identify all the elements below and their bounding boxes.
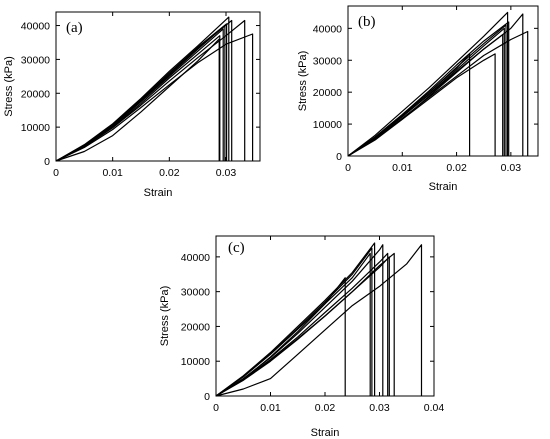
y-axis-label: Stress (kPa): [297, 51, 309, 112]
plot-frame: [347, 5, 539, 157]
x-tick-label: 0.03: [501, 162, 522, 174]
y-tick-label: 0: [44, 156, 50, 168]
plot-frame: [55, 11, 261, 162]
x-axis-label: Strain: [429, 181, 458, 193]
y-tick-label: 30000: [21, 54, 50, 66]
x-tick-label: 0.03: [216, 167, 237, 179]
x-tick-label: 0.01: [260, 402, 281, 414]
series-line-3: [347, 24, 507, 157]
y-tick-label: 10000: [21, 122, 50, 134]
x-axis-label: Strain: [311, 427, 340, 439]
y-axis-label: Stress (kPa): [159, 286, 171, 347]
x-tick-label: 0.02: [446, 162, 467, 174]
series-line-3: [55, 23, 228, 162]
x-tick-label: 0: [53, 167, 59, 179]
y-tick-label: 0: [336, 151, 342, 163]
x-tick-label: 0.01: [102, 167, 123, 179]
series-line-7: [55, 19, 246, 162]
x-tick-label: 0.01: [392, 162, 413, 174]
y-axis-label: Stress (kPa): [3, 56, 15, 117]
x-tick-label: 0: [345, 162, 351, 174]
y-tick-label: 40000: [181, 252, 210, 264]
series-line-9: [55, 38, 220, 162]
x-tick-label: 0.02: [159, 167, 180, 179]
y-tick-label: 30000: [181, 287, 210, 299]
x-tick-label: 0.04: [424, 402, 445, 414]
series-line-1: [55, 16, 230, 162]
y-tick-label: 20000: [313, 87, 342, 99]
series-line-6: [55, 35, 221, 162]
y-tick-label: 20000: [21, 88, 50, 100]
chart-panel-c: 0 0.01 0.02 0.03 0.04 0 10000 20000 30000 40000 St…: [159, 235, 445, 439]
x-tick-label: 0.03: [369, 402, 390, 414]
series-line-2: [215, 247, 373, 397]
chart-panel-a: 0 0.01 0.02 0.03 0 10000 20000 30000 40000 Strain…: [3, 11, 261, 199]
series-line-5: [215, 252, 389, 397]
y-tick-label: 10000: [181, 356, 210, 368]
series-line-8: [215, 277, 346, 397]
y-tick-label: 0: [204, 391, 210, 403]
series-line-3: [215, 252, 371, 397]
panel-label: (a): [66, 20, 83, 36]
y-tick-label: 30000: [313, 55, 342, 67]
panel-label: (b): [358, 14, 376, 30]
y-tick-label: 10000: [313, 119, 342, 131]
series-line-5: [347, 13, 524, 157]
series-line-9: [347, 34, 504, 157]
series-line-8: [55, 33, 254, 162]
y-tick-label: 40000: [21, 21, 50, 33]
panel-label: (c): [228, 240, 245, 256]
chart-panel-b: 0 0.01 0.02 0.03 0 10000 20000 30000 40000 Strain…: [297, 5, 539, 193]
series-line-7: [347, 53, 471, 157]
series-line-1: [347, 11, 509, 157]
y-tick-label: 40000: [313, 23, 342, 35]
x-tick-label: 0: [213, 402, 219, 414]
x-axis-label: Strain: [144, 187, 173, 199]
series-line-7: [215, 252, 395, 397]
series-line-1: [215, 242, 376, 397]
y-tick-label: 20000: [181, 321, 210, 333]
series-line-9: [215, 244, 423, 397]
x-tick-label: 0.02: [315, 402, 336, 414]
series-line-4: [347, 27, 505, 157]
